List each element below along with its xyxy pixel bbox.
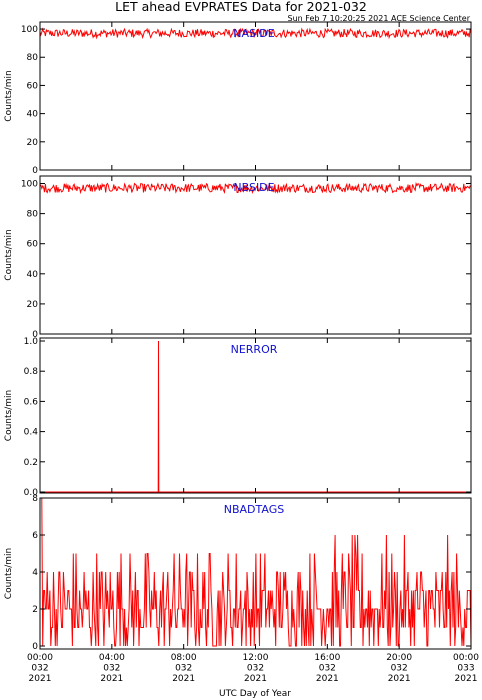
series-line-nbadtags bbox=[40, 497, 472, 647]
y-tick-label: 0.4 bbox=[24, 428, 39, 438]
x-tick-label: 032 bbox=[319, 664, 336, 674]
y-axis-label: Counts/min bbox=[4, 229, 14, 280]
series-line-nerror bbox=[40, 340, 471, 493]
y-tick-label: 80 bbox=[27, 210, 39, 220]
x-tick-label: 2021 bbox=[244, 674, 267, 684]
x-tick-label: 032 bbox=[31, 664, 48, 674]
panel-frame bbox=[39, 21, 472, 171]
panel-frame bbox=[39, 175, 472, 335]
x-axis: 00:00032202104:00032202108:00032202112:0… bbox=[27, 22, 479, 684]
x-tick-label: 20:00 bbox=[386, 653, 412, 663]
y-tick-label: 0.6 bbox=[24, 397, 39, 407]
x-tick-label: 2021 bbox=[172, 674, 195, 684]
chart-timestamp: Sun Feb 7 10:20:25 2021 ACE Science Cent… bbox=[288, 14, 471, 23]
y-tick-label: 0.0 bbox=[24, 488, 39, 498]
y-tick-label: 20 bbox=[27, 300, 39, 310]
x-tick-label: 033 bbox=[457, 664, 474, 674]
series-line-naside bbox=[39, 27, 472, 40]
y-tick-label: 0.8 bbox=[24, 367, 39, 377]
x-tick-label: 2021 bbox=[29, 674, 52, 684]
panel-label: NBSIDE bbox=[233, 181, 274, 194]
x-tick-label: 032 bbox=[175, 664, 192, 674]
panel-nbside: 0 20 40 60 80 100 Counts/min NBSIDE bbox=[4, 175, 472, 340]
x-tick-label: 032 bbox=[391, 664, 408, 674]
x-tick-label: 00:00 bbox=[453, 653, 479, 663]
x-tick-label: 2021 bbox=[316, 674, 339, 684]
x-tick-label: 12:00 bbox=[243, 653, 269, 663]
x-tick-label: 2021 bbox=[100, 674, 123, 684]
y-tick-label: 2 bbox=[32, 605, 38, 615]
y-tick-label: 60 bbox=[27, 81, 39, 91]
x-tick-label: 2021 bbox=[388, 674, 411, 684]
panels-group: 020406080100Counts/minNASIDE020406080100… bbox=[4, 21, 472, 652]
y-tick-label: 1.0 bbox=[24, 337, 39, 347]
y-tick-label: 0 bbox=[32, 166, 38, 176]
x-tick-label: 00:00 bbox=[27, 653, 53, 663]
y-tick-label: 0.2 bbox=[24, 458, 38, 468]
y-tick-label: 100 bbox=[21, 25, 38, 35]
y-tick-label: 4 bbox=[32, 568, 38, 578]
panel-label: NBADTAGS bbox=[224, 503, 284, 516]
x-tick-label: 08:00 bbox=[171, 653, 197, 663]
panel-label: NASIDE bbox=[233, 27, 274, 40]
y-tick-label: 80 bbox=[27, 53, 39, 63]
x-tick-label: 2021 bbox=[455, 674, 478, 684]
panel-nerror: 0.0 0.2 0.4 0.6 0.8 1.0 Counts/min NERROR bbox=[4, 337, 472, 498]
y-axis-label: Counts/min bbox=[4, 70, 14, 121]
y-tick-label: 0 bbox=[32, 330, 38, 340]
panel-frame bbox=[39, 337, 472, 494]
y-tick-label: 6 bbox=[32, 531, 38, 541]
y-axis-label: Counts/min bbox=[4, 548, 14, 599]
x-axis-label: UTC Day of Year bbox=[219, 689, 291, 699]
series-line-nbside bbox=[39, 181, 472, 195]
x-tick-label: 04:00 bbox=[99, 653, 125, 663]
y-tick-label: 60 bbox=[27, 240, 39, 250]
panel-label: NERROR bbox=[231, 343, 278, 356]
y-tick-label: 100 bbox=[21, 180, 38, 190]
x-tick-label: 032 bbox=[247, 664, 264, 674]
y-tick-label: 20 bbox=[27, 138, 39, 148]
panel-naside: 0 20 40 60 80 100 Counts/min NASIDE bbox=[4, 21, 472, 176]
y-axis-label: Counts/min bbox=[4, 390, 14, 441]
x-tick-label: 032 bbox=[103, 664, 120, 674]
y-tick-label: 8 bbox=[32, 494, 38, 504]
y-tick-label: 0 bbox=[32, 642, 38, 652]
y-tick-label: 40 bbox=[27, 270, 39, 280]
panel-nbadtags: 0 2 4 6 8 Counts/min NBADTAGS bbox=[4, 494, 472, 652]
x-tick-label: 16:00 bbox=[314, 653, 340, 663]
chart-title: LET ahead EVPRATES Data for 2021-032 bbox=[115, 0, 367, 14]
y-tick-label: 40 bbox=[27, 110, 39, 120]
